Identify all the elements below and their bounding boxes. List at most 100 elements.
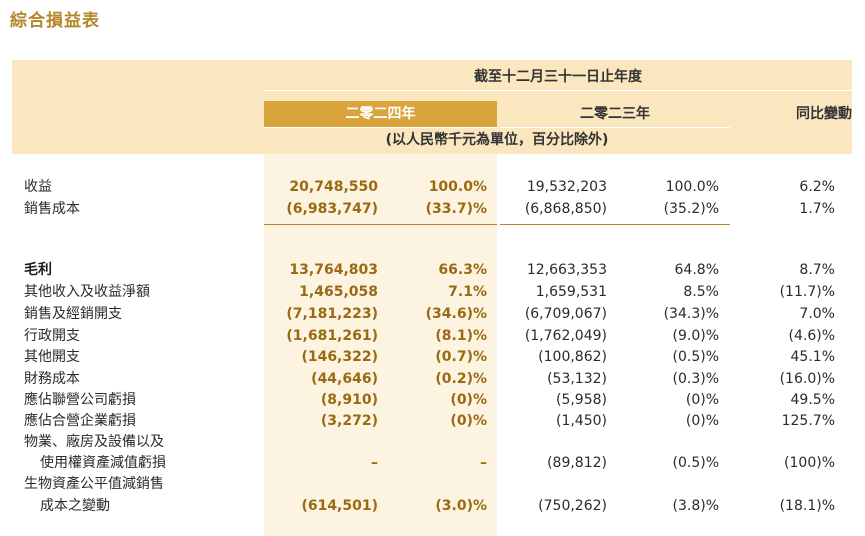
row-label: 成本之變動	[40, 498, 110, 514]
subtotal-rule-2024	[264, 224, 497, 225]
value-2024: 1,465,058	[299, 284, 378, 300]
percent-2024: –	[480, 455, 487, 471]
percent-2023: (0)%	[685, 392, 719, 408]
percent-2023: (9.0)%	[672, 328, 720, 344]
row-label: 銷售成本	[24, 201, 80, 217]
value-2023: (1,450)	[555, 413, 607, 429]
subtotal-rule-2023	[500, 224, 730, 225]
value-2023: 12,663,353	[526, 262, 607, 278]
table-row: 成本之變動 (614,501) (3.0)% (750,262) (3.8)% …	[0, 495, 865, 517]
value-2023: (6,709,067)	[524, 306, 607, 322]
value-2024: (6,983,747)	[286, 201, 378, 217]
row-label: 收益	[24, 179, 52, 195]
percent-2023: (3.8)%	[672, 498, 720, 514]
row-label: 銷售及經銷開支	[24, 306, 122, 322]
page-title: 綜合損益表	[10, 11, 100, 31]
yoy-change: 6.2%	[799, 179, 835, 195]
table-row: 行政開支 (1,681,261) (8.1)% (1,762,049) (9.0…	[0, 325, 865, 347]
year-2024-underline	[264, 127, 497, 128]
percent-2023: (0.3)%	[672, 371, 720, 387]
period-divider	[264, 90, 852, 91]
table-row: 收益 20,748,550 100.0% 19,532,203 100.0% 6…	[0, 176, 865, 198]
value-2024: 20,748,550	[289, 179, 378, 195]
yoy-change: (100)%	[784, 455, 835, 471]
yoy-change: 125.7%	[781, 413, 835, 429]
value-2024: (146,322)	[301, 349, 378, 365]
yoy-change: 7.0%	[799, 306, 835, 322]
yoy-change: (11.7)%	[779, 284, 835, 300]
unit-note: (以人民幣千元為單位，百分比除外)	[385, 132, 609, 148]
value-2024: (44,646)	[311, 371, 378, 387]
row-label: 毛利	[24, 262, 52, 278]
value-2024: 13,764,803	[289, 262, 378, 278]
yoy-change: (4.6)%	[788, 328, 836, 344]
table-row: 物業、廠房及設備以及	[0, 431, 865, 453]
row-label: 其他收入及收益淨額	[24, 284, 150, 300]
table-row: 應佔聯營公司虧損 (8,910) (0)% (5,958) (0)% 49.5%	[0, 389, 865, 411]
value-2023: (6,868,850)	[524, 201, 607, 217]
row-label: 應佔合營企業虧損	[24, 413, 136, 429]
table-row: 應佔合營企業虧損 (3,272) (0)% (1,450) (0)% 125.7…	[0, 410, 865, 432]
percent-2024: 100.0%	[428, 179, 487, 195]
value-2024: (8,910)	[320, 392, 378, 408]
yoy-change: (18.1)%	[779, 498, 835, 514]
value-2024: (1,681,261)	[286, 328, 378, 344]
percent-2024: (3.0)%	[435, 498, 487, 514]
value-2023: 19,532,203	[526, 179, 607, 195]
percent-2023: 8.5%	[683, 284, 719, 300]
percent-2024: (0.7)%	[435, 349, 487, 365]
yoy-change: 1.7%	[799, 201, 835, 217]
value-2023: (89,812)	[547, 455, 607, 471]
row-label: 生物資產公平值減銷售	[24, 476, 164, 492]
row-label: 應佔聯營公司虧損	[24, 392, 136, 408]
percent-2023: (34.3)%	[663, 306, 719, 322]
percent-2023: 64.8%	[674, 262, 719, 278]
value-2024: –	[371, 455, 378, 471]
yoy-change: 49.5%	[790, 392, 835, 408]
row-label: 其他開支	[24, 349, 80, 365]
percent-2024: (34.6)%	[425, 306, 487, 322]
percent-2023: 100.0%	[665, 179, 719, 195]
table-row: 財務成本 (44,646) (0.2)% (53,132) (0.3)% (16…	[0, 368, 865, 390]
column-2024-highlight	[264, 154, 497, 536]
yoy-change: (16.0)%	[779, 371, 835, 387]
value-2023: (100,862)	[538, 349, 607, 365]
table-row: 銷售成本 (6,983,747) (33.7)% (6,868,850) (35…	[0, 198, 865, 220]
table-row: 其他收入及收益淨額 1,465,058 7.1% 1,659,531 8.5% …	[0, 281, 865, 303]
value-2023: (1,762,049)	[524, 328, 607, 344]
yoy-change: 8.7%	[799, 262, 835, 278]
table-row: 使用權資產減值虧損 – – (89,812) (0.5)% (100)%	[0, 452, 865, 474]
value-2023: (5,958)	[555, 392, 607, 408]
percent-2024: (0.2)%	[435, 371, 487, 387]
row-label: 財務成本	[24, 371, 80, 387]
percent-2023: (0.5)%	[672, 455, 720, 471]
value-2023: (53,132)	[547, 371, 607, 387]
value-2023: (750,262)	[538, 498, 607, 514]
period-header: 截至十二月三十一日止年度	[474, 69, 642, 85]
table-row: 毛利 13,764,803 66.3% 12,663,353 64.8% 8.7…	[0, 259, 865, 281]
year-2024-header: 二零二四年	[264, 101, 497, 127]
value-2024: (3,272)	[320, 413, 378, 429]
year-2023-header: 二零二三年	[580, 106, 650, 122]
yoy-change: 45.1%	[790, 349, 835, 365]
year-2023-underline	[500, 127, 730, 128]
table-row: 銷售及經銷開支 (7,181,223) (34.6)% (6,709,067) …	[0, 303, 865, 325]
table-row: 生物資產公平值減銷售	[0, 473, 865, 495]
percent-2023: (35.2)%	[663, 201, 719, 217]
percent-2024: 66.3%	[438, 262, 487, 278]
percent-2024: (33.7)%	[425, 201, 487, 217]
value-2023: 1,659,531	[535, 284, 607, 300]
value-2024: (614,501)	[301, 498, 378, 514]
percent-2023: (0)%	[685, 413, 719, 429]
table-row: 其他開支 (146,322) (0.7)% (100,862) (0.5)% 4…	[0, 346, 865, 368]
percent-2024: (0)%	[450, 392, 487, 408]
value-2024: (7,181,223)	[286, 306, 378, 322]
row-label: 使用權資產減值虧損	[40, 455, 166, 471]
row-label: 行政開支	[24, 328, 80, 344]
percent-2023: (0.5)%	[672, 349, 720, 365]
row-label: 物業、廠房及設備以及	[24, 434, 164, 450]
yoy-change-header: 同比變動	[796, 106, 852, 122]
percent-2024: 7.1%	[448, 284, 487, 300]
percent-2024: (0)%	[450, 413, 487, 429]
percent-2024: (8.1)%	[435, 328, 487, 344]
